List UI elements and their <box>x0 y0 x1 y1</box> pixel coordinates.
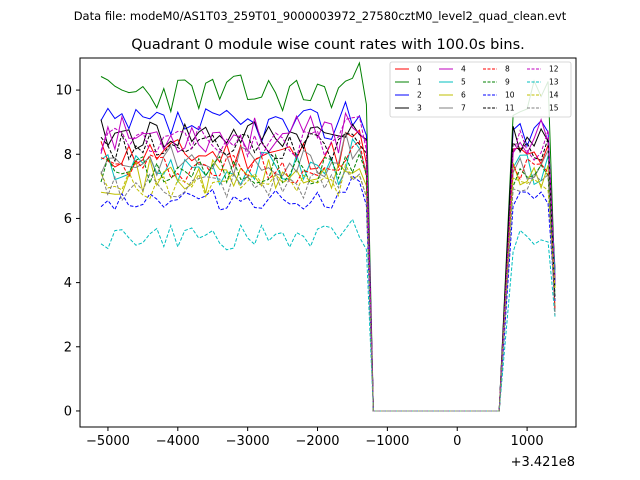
legend-box <box>389 61 572 118</box>
x-tick-label: −1000 <box>365 434 409 449</box>
x-tick-label: −2000 <box>296 434 340 449</box>
suptitle: Data file: modeM0/AS1T03_259T01_90000039… <box>74 9 567 23</box>
y-tick-label: 0 <box>64 404 72 419</box>
legend-label: 2 <box>417 91 422 100</box>
legend-label: 12 <box>549 65 559 74</box>
legend-label: 15 <box>549 104 559 113</box>
legend-label: 7 <box>461 104 466 113</box>
y-tick-label: 10 <box>55 84 72 99</box>
chart-title: Quadrant 0 module wise count rates with … <box>131 37 525 53</box>
y-axis: 0 2 4 6 8 10 <box>55 84 80 419</box>
legend-label: 0 <box>417 65 422 74</box>
y-tick-label: 8 <box>64 148 72 163</box>
x-tick-label: 0 <box>453 434 461 449</box>
axes-border <box>79 57 577 428</box>
y-tick-label: 6 <box>64 212 72 227</box>
x-tick-label: −5000 <box>86 434 130 449</box>
legend-label: 6 <box>461 91 466 100</box>
x-offset-label: +3.421e8 <box>511 455 575 470</box>
x-tick-label: −4000 <box>156 434 200 449</box>
legend-label: 1 <box>417 78 422 87</box>
x-tick-label: 1000 <box>511 434 544 449</box>
series-layer <box>100 61 556 412</box>
legend-label: 5 <box>461 78 466 87</box>
plot-area <box>79 57 577 428</box>
series-line-15 <box>100 167 556 412</box>
legend-label: 11 <box>505 104 515 113</box>
legend-label: 4 <box>461 65 466 74</box>
y-tick-label: 2 <box>64 340 72 355</box>
x-tick-label: −3000 <box>226 434 270 449</box>
legend-label: 10 <box>505 91 515 100</box>
legend-label: 8 <box>505 65 510 74</box>
y-tick-label: 4 <box>64 276 72 291</box>
legend-label: 14 <box>549 91 559 100</box>
legend-label: 9 <box>505 78 510 87</box>
legend-label: 13 <box>549 78 559 87</box>
legend-label: 3 <box>417 104 422 113</box>
x-axis: −5000 −4000 −3000 −2000 −1000 0 1000 <box>86 427 544 449</box>
